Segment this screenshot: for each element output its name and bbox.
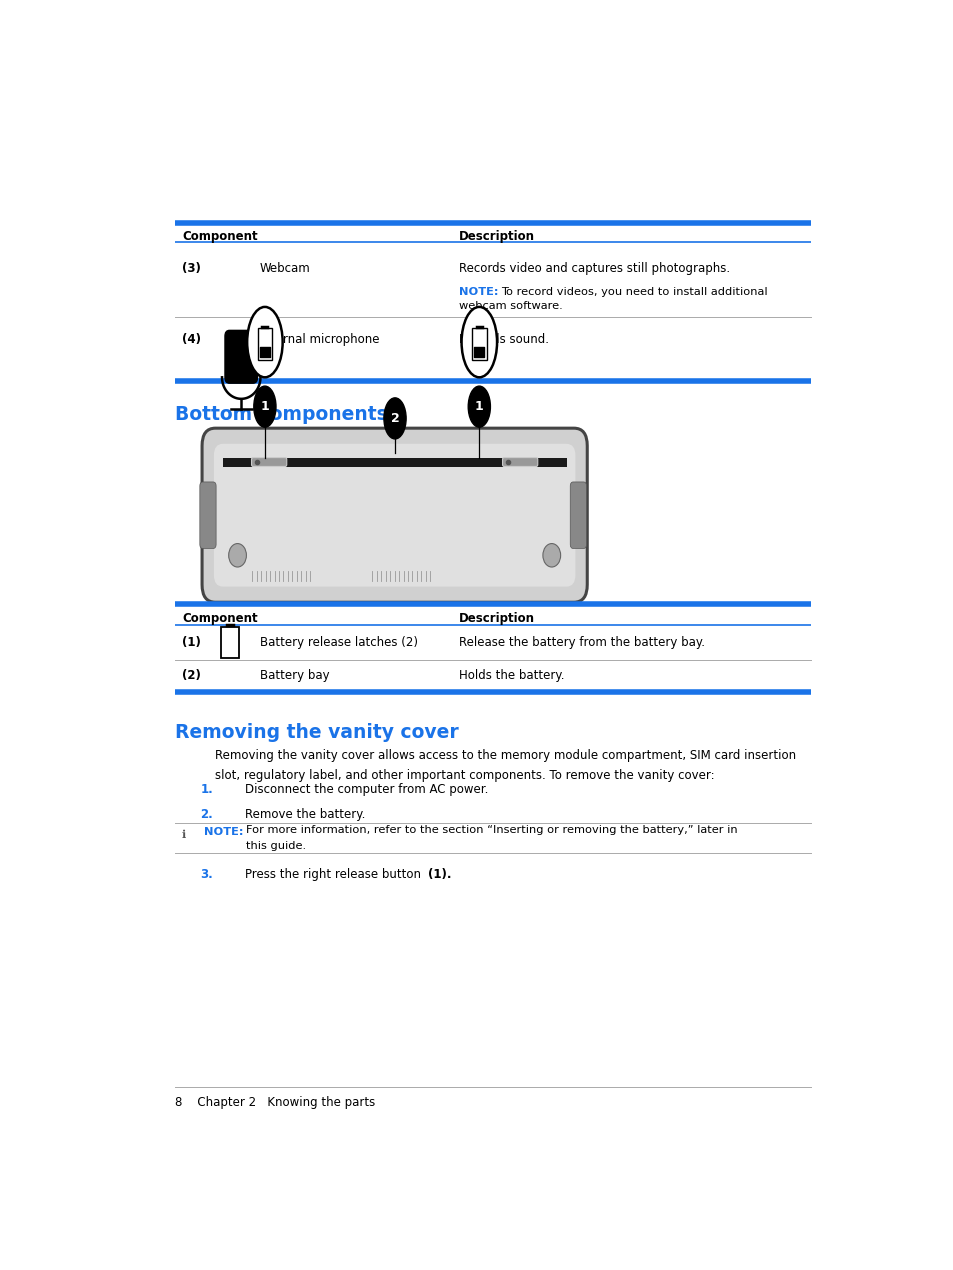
Text: 1: 1 bbox=[260, 400, 269, 413]
Text: (4): (4) bbox=[182, 333, 201, 347]
Text: To record videos, you need to install additional: To record videos, you need to install ad… bbox=[500, 287, 766, 297]
Text: 8    Chapter 2   Knowing the parts: 8 Chapter 2 Knowing the parts bbox=[174, 1096, 375, 1109]
Text: Records sound.: Records sound. bbox=[459, 333, 549, 347]
Circle shape bbox=[542, 544, 560, 566]
Circle shape bbox=[229, 544, 246, 566]
Text: 1: 1 bbox=[475, 400, 483, 413]
FancyBboxPatch shape bbox=[502, 457, 537, 466]
FancyBboxPatch shape bbox=[213, 443, 575, 587]
FancyBboxPatch shape bbox=[472, 329, 486, 359]
FancyBboxPatch shape bbox=[199, 481, 216, 549]
Text: 1.: 1. bbox=[200, 784, 213, 796]
Text: (2): (2) bbox=[182, 669, 201, 682]
Text: Release the battery from the battery bay.: Release the battery from the battery bay… bbox=[459, 636, 704, 649]
Text: webcam software.: webcam software. bbox=[459, 301, 562, 311]
FancyBboxPatch shape bbox=[570, 481, 586, 549]
FancyBboxPatch shape bbox=[252, 457, 287, 466]
Text: 3.: 3. bbox=[200, 869, 213, 881]
Text: NOTE:: NOTE: bbox=[459, 287, 498, 297]
Text: Press the right release button: Press the right release button bbox=[245, 869, 424, 881]
FancyBboxPatch shape bbox=[222, 457, 566, 466]
Text: (1): (1) bbox=[182, 636, 201, 649]
FancyBboxPatch shape bbox=[221, 626, 239, 658]
Ellipse shape bbox=[468, 386, 490, 427]
Text: 2: 2 bbox=[390, 411, 399, 425]
Text: Holds the battery.: Holds the battery. bbox=[459, 669, 564, 682]
Text: Internal microphone: Internal microphone bbox=[259, 333, 379, 347]
Text: this guide.: this guide. bbox=[246, 841, 306, 851]
Text: (3): (3) bbox=[182, 262, 201, 274]
Text: Removing the vanity cover: Removing the vanity cover bbox=[174, 724, 458, 743]
FancyBboxPatch shape bbox=[257, 329, 272, 359]
Ellipse shape bbox=[383, 398, 406, 439]
Text: Description: Description bbox=[459, 612, 535, 625]
Text: 2.: 2. bbox=[200, 808, 213, 820]
Text: Component: Component bbox=[182, 612, 257, 625]
Text: Removing the vanity cover allows access to the memory module compartment, SIM ca: Removing the vanity cover allows access … bbox=[215, 749, 796, 782]
Ellipse shape bbox=[461, 307, 497, 377]
Text: NOTE:: NOTE: bbox=[204, 827, 244, 837]
Text: Bottom components: Bottom components bbox=[174, 405, 387, 424]
Text: Webcam: Webcam bbox=[259, 262, 310, 274]
Text: Remove the battery.: Remove the battery. bbox=[245, 808, 365, 820]
Ellipse shape bbox=[247, 307, 282, 377]
FancyBboxPatch shape bbox=[202, 428, 587, 602]
Text: Battery bay: Battery bay bbox=[259, 669, 329, 682]
Text: (1).: (1). bbox=[428, 869, 452, 881]
Text: ℹ: ℹ bbox=[182, 831, 186, 839]
Text: Description: Description bbox=[459, 230, 535, 243]
FancyBboxPatch shape bbox=[225, 330, 257, 384]
Text: Battery release latches (2): Battery release latches (2) bbox=[259, 636, 417, 649]
Text: Disconnect the computer from AC power.: Disconnect the computer from AC power. bbox=[245, 784, 488, 796]
Text: For more information, refer to the section “Inserting or removing the battery,” : For more information, refer to the secti… bbox=[246, 826, 737, 836]
Text: Component: Component bbox=[182, 230, 257, 243]
Text: Records video and captures still photographs.: Records video and captures still photogr… bbox=[459, 262, 730, 274]
Ellipse shape bbox=[253, 386, 275, 427]
